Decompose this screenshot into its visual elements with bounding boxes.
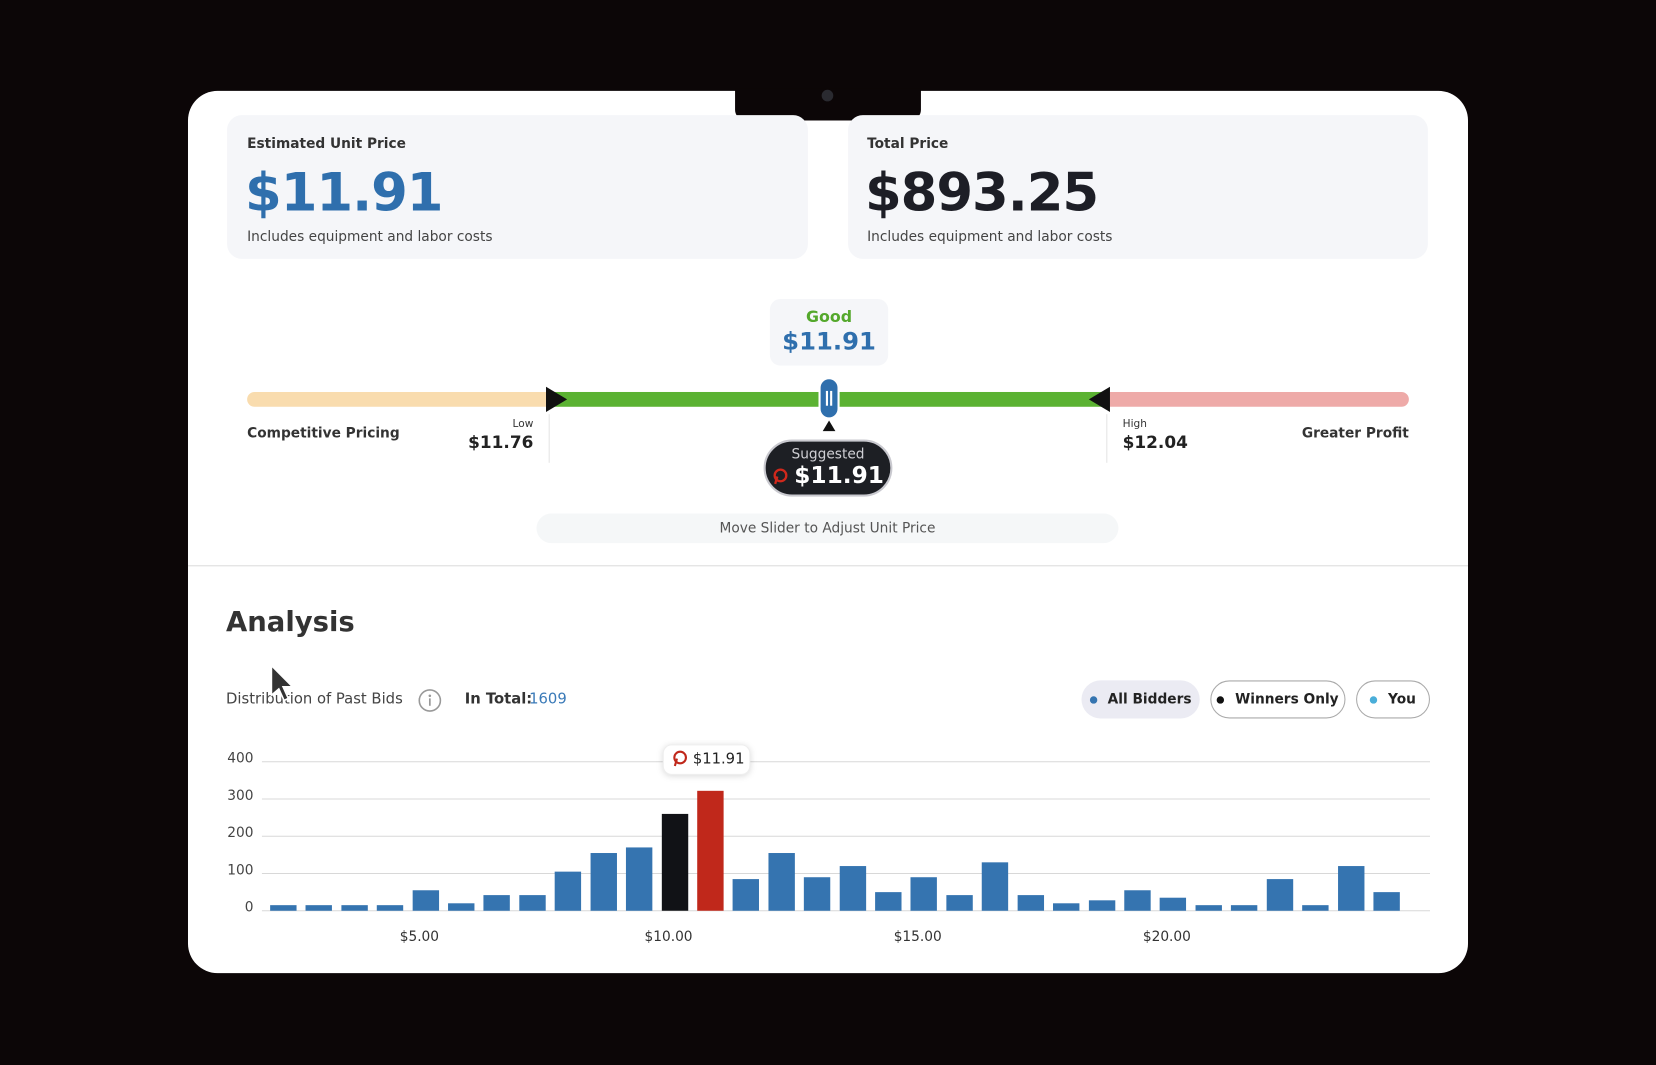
separator — [187, 565, 1469, 567]
y-tick-label: 400 — [227, 751, 253, 767]
logo — [673, 758, 678, 767]
label: Estimated Unit Price — [247, 136, 406, 153]
bar — [732, 879, 759, 911]
x-tick-label: $15.00 — [894, 929, 942, 945]
bar — [376, 905, 404, 911]
x-tick-label: $10.00 — [645, 929, 693, 945]
logo — [673, 750, 688, 765]
filter-label: Winners Only — [1235, 691, 1339, 708]
y-tick-label: 200 — [227, 825, 253, 841]
suggested-pill: Suggested $11.91 — [763, 439, 893, 497]
thumb[interactable] — [818, 377, 840, 420]
hint: Move Slider to Adjust Unit Price — [536, 513, 1119, 544]
low-label: Low — [512, 418, 534, 431]
bar — [839, 866, 867, 911]
filter-pill[interactable]: You — [1356, 680, 1430, 719]
bar — [1195, 905, 1222, 911]
filter-pill[interactable]: Winners Only — [1210, 680, 1346, 719]
bar — [1230, 905, 1258, 911]
suggested-label: Suggested — [791, 446, 865, 463]
bar — [803, 877, 831, 911]
bar — [1338, 866, 1365, 911]
track-low — [247, 391, 554, 407]
slider[interactable] — [0, 0, 1656, 571]
thumb-grip — [825, 390, 828, 406]
note: Includes equipment and labor costs — [247, 229, 493, 246]
high-marker — [1088, 386, 1110, 413]
annotation-text: $11.91 — [693, 751, 745, 768]
price: $11.91 — [245, 161, 444, 223]
dot — [1217, 695, 1225, 704]
bar — [661, 813, 689, 911]
y-tick-label: 100 — [227, 862, 253, 878]
dot — [1370, 695, 1378, 704]
bar — [1017, 895, 1045, 911]
left-label: Competitive Pricing — [247, 425, 400, 442]
filter-label: You — [1388, 691, 1416, 708]
total-price-card: Total Price $893.25 Includes equipment a… — [848, 115, 1428, 259]
pointer — [822, 420, 836, 432]
section-title: Analysis — [226, 606, 355, 639]
bar — [1266, 879, 1294, 911]
low-value: $11.76 — [468, 432, 534, 453]
unit-price-card: Estimated Unit Price $11.91 Includes equ… — [227, 115, 808, 259]
annotation-box — [662, 744, 751, 775]
filter-label: All Bidders — [1107, 691, 1192, 708]
bar — [1159, 897, 1187, 911]
total-label: In Total: — [464, 690, 533, 708]
suggested-value: $11.91 — [794, 462, 884, 490]
bar — [910, 877, 937, 911]
notch — [735, 88, 921, 121]
right-label: Greater Profit — [1301, 425, 1409, 442]
bar — [270, 905, 297, 911]
bar — [590, 853, 617, 911]
bar — [305, 905, 332, 911]
info-icon[interactable] — [418, 689, 443, 714]
bar — [981, 862, 1009, 911]
bar — [1124, 890, 1151, 911]
bar — [1053, 903, 1080, 911]
logo — [773, 467, 788, 484]
note: Includes equipment and labor costs — [867, 229, 1113, 246]
y-tick-label: 0 — [245, 900, 254, 916]
filter-pill[interactable]: All Bidders — [1081, 680, 1200, 719]
high-label: High — [1122, 418, 1147, 431]
bar — [483, 895, 510, 911]
rating-price: $11.91 — [782, 328, 876, 357]
bar — [697, 790, 724, 911]
bar — [625, 847, 653, 911]
bar — [341, 905, 368, 911]
bar — [768, 853, 795, 911]
bar — [946, 895, 973, 911]
x-tick-label: $5.00 — [400, 929, 439, 945]
rating-bubble: Good $11.91 — [769, 299, 889, 366]
bar — [1302, 905, 1329, 911]
low-marker — [546, 386, 568, 413]
dot — [1089, 695, 1098, 704]
annotation: $11.91 — [662, 744, 751, 775]
bar — [1088, 900, 1116, 911]
label: Total Price — [867, 136, 949, 153]
bar — [554, 871, 582, 911]
x-tick-label: $20.00 — [1143, 929, 1191, 945]
price: $893.25 — [864, 161, 1099, 223]
thumb-grip — [830, 390, 833, 406]
cursor — [270, 663, 295, 702]
histogram: 0 100 200 300 400 $5.00 $10.00 $15.00 $20.00 $11.… — [227, 744, 1430, 945]
rating: Good — [805, 307, 853, 327]
high-value: $12.04 — [1122, 432, 1188, 453]
bar — [412, 890, 440, 911]
track-high — [1098, 391, 1409, 407]
bar — [875, 892, 902, 911]
bar — [519, 895, 546, 911]
total-value: 1609 — [529, 690, 567, 708]
distribution-label: Distribution of Past Bids — [226, 690, 403, 708]
camera — [821, 89, 834, 102]
bar — [1373, 892, 1400, 911]
y-tick-label: 300 — [227, 788, 253, 804]
bar — [448, 903, 475, 911]
